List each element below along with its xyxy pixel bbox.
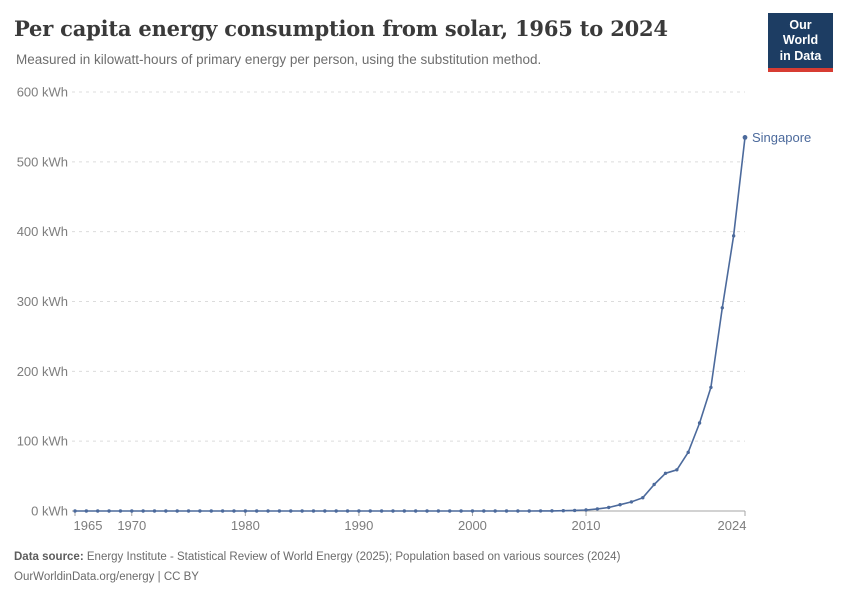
license-text: CC BY [163, 570, 199, 583]
data-point[interactable] [152, 509, 157, 513]
data-point[interactable] [73, 509, 77, 513]
data-point[interactable] [266, 509, 270, 513]
data-point[interactable] [448, 509, 452, 513]
data-point[interactable] [595, 507, 600, 511]
data-point[interactable] [379, 509, 384, 513]
x-tick-label: 2010 [572, 518, 601, 533]
data-point[interactable] [186, 509, 191, 513]
data-point[interactable] [561, 509, 566, 513]
owid-logo[interactable]: Our World in Data [768, 13, 833, 72]
data-point[interactable] [289, 509, 293, 513]
data-point[interactable] [663, 471, 668, 475]
owid-energy-link[interactable]: OurWorldinData.org/energy [14, 570, 155, 583]
x-tick-label: 1970 [117, 518, 146, 533]
data-point[interactable] [277, 509, 282, 513]
data-point[interactable] [675, 468, 679, 472]
x-tick-label: 2000 [458, 518, 487, 533]
data-point[interactable] [538, 509, 543, 513]
series-line-singapore[interactable] [75, 137, 746, 512]
data-point[interactable] [84, 509, 89, 513]
data-point[interactable] [731, 234, 736, 238]
data-point[interactable] [709, 385, 713, 390]
data-point[interactable] [516, 509, 520, 513]
data-point[interactable] [391, 509, 395, 513]
license-line: OurWorldinData.org/energy | CC BY [14, 568, 836, 588]
data-source-label: Data source: [14, 551, 84, 563]
data-point[interactable] [243, 509, 248, 513]
y-tick-label: 300 kWh [17, 294, 68, 309]
series-label-singapore[interactable]: Singapore [752, 130, 811, 145]
data-point[interactable] [618, 503, 622, 507]
data-point[interactable] [629, 500, 634, 504]
x-tick-label: 2024 [718, 518, 747, 533]
data-point[interactable] [720, 306, 724, 310]
data-point[interactable] [220, 509, 225, 513]
x-tick-label: 1965 [74, 518, 103, 533]
data-point[interactable] [323, 509, 327, 513]
data-point[interactable] [175, 509, 179, 513]
data-point[interactable] [697, 421, 702, 425]
x-tick-label: 1990 [344, 518, 373, 533]
y-tick-label: 400 kWh [17, 224, 68, 239]
y-tick-label: 600 kWh [17, 85, 68, 100]
data-point[interactable] [470, 509, 475, 513]
data-point[interactable] [425, 509, 429, 513]
data-point[interactable] [527, 509, 531, 513]
data-source-text: Energy Institute - Statistical Review of… [86, 551, 621, 563]
data-point[interactable] [368, 509, 372, 513]
y-tick-label: 100 kWh [17, 434, 68, 449]
data-point[interactable] [652, 482, 656, 487]
data-point[interactable] [504, 509, 509, 513]
data-point[interactable] [96, 509, 100, 513]
data-point[interactable] [130, 509, 134, 513]
data-point[interactable] [334, 509, 338, 513]
data-point[interactable] [345, 509, 350, 513]
y-tick-label: 0 kWh [31, 504, 68, 519]
data-point[interactable] [164, 509, 168, 513]
data-point[interactable] [232, 509, 236, 513]
data-point[interactable] [742, 134, 748, 140]
data-point[interactable] [413, 509, 418, 513]
data-point[interactable] [482, 509, 486, 513]
y-tick-label: 500 kWh [17, 154, 68, 169]
x-tick-label: 1980 [231, 518, 260, 533]
data-point[interactable] [641, 496, 645, 500]
chart-title: Per capita energy consumption from solar… [14, 16, 668, 41]
data-point[interactable] [357, 509, 361, 513]
owid-logo-line1: Our World [782, 18, 819, 48]
owid-logo-line2: in Data [779, 48, 822, 63]
data-point[interactable] [118, 509, 123, 513]
data-point[interactable] [584, 508, 588, 512]
data-point[interactable] [686, 450, 690, 455]
data-point[interactable] [572, 508, 577, 513]
data-point[interactable] [254, 509, 259, 513]
data-point[interactable] [300, 509, 304, 513]
data-point[interactable] [607, 505, 611, 510]
data-source-line: Data source: Energy Institute - Statisti… [14, 548, 836, 568]
data-point[interactable] [209, 509, 213, 513]
data-point[interactable] [550, 509, 554, 513]
data-point[interactable] [198, 509, 202, 513]
data-point[interactable] [402, 509, 407, 513]
data-point[interactable] [141, 509, 145, 513]
chart-subtitle: Measured in kilowatt-hours of primary en… [16, 52, 542, 67]
data-point[interactable] [107, 509, 111, 513]
data-point[interactable] [459, 509, 463, 513]
data-point[interactable] [311, 509, 316, 513]
data-point[interactable] [436, 509, 441, 513]
data-point[interactable] [493, 509, 497, 513]
chart-footer: Data source: Energy Institute - Statisti… [14, 548, 836, 588]
footer-separator: | [157, 570, 161, 583]
y-tick-label: 200 kWh [17, 364, 68, 379]
